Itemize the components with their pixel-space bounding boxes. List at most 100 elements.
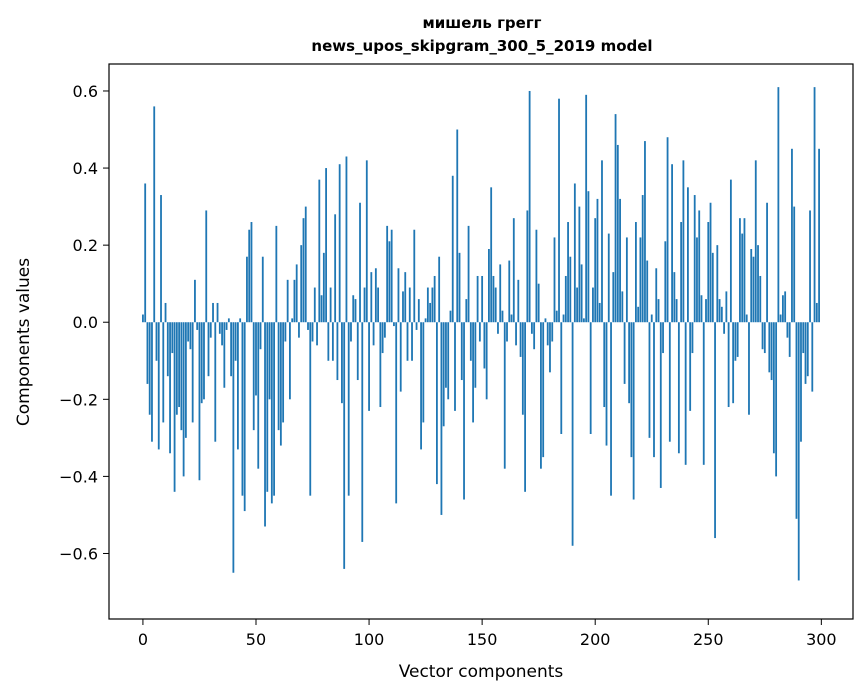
bar bbox=[368, 322, 370, 411]
y-tick-label: −0.4 bbox=[59, 467, 98, 486]
bar bbox=[619, 198, 621, 323]
bar bbox=[490, 187, 493, 323]
bar bbox=[709, 202, 712, 323]
bar bbox=[329, 287, 332, 323]
bar bbox=[175, 322, 178, 415]
bar bbox=[549, 322, 551, 373]
bar bbox=[793, 206, 796, 323]
bar bbox=[460, 322, 463, 381]
bar bbox=[433, 275, 436, 323]
bar bbox=[711, 252, 714, 323]
bar bbox=[205, 210, 208, 323]
bar bbox=[257, 322, 260, 469]
bar bbox=[630, 322, 633, 458]
bar bbox=[641, 195, 644, 323]
bar bbox=[438, 256, 441, 323]
bar bbox=[237, 322, 239, 450]
bar bbox=[515, 322, 517, 346]
bar bbox=[436, 322, 438, 485]
bar bbox=[483, 322, 486, 369]
bar bbox=[761, 322, 764, 350]
bar bbox=[230, 322, 233, 377]
bar bbox=[659, 322, 662, 488]
bar bbox=[813, 87, 816, 323]
bar bbox=[653, 322, 655, 458]
bar bbox=[542, 322, 545, 458]
bar bbox=[184, 322, 187, 438]
bar bbox=[363, 287, 366, 323]
bar bbox=[451, 175, 454, 323]
bar bbox=[555, 310, 558, 323]
bar bbox=[155, 322, 158, 361]
bar bbox=[589, 322, 592, 434]
bar bbox=[729, 179, 732, 323]
bar bbox=[327, 322, 330, 361]
bar bbox=[576, 287, 579, 323]
bar bbox=[173, 322, 176, 492]
y-tick-label: 0.4 bbox=[73, 159, 98, 178]
bar bbox=[485, 322, 488, 400]
bar bbox=[739, 218, 741, 323]
bar bbox=[169, 322, 171, 454]
bar bbox=[596, 198, 599, 323]
bar bbox=[666, 137, 669, 323]
bar bbox=[811, 322, 814, 392]
bar bbox=[598, 302, 601, 323]
bar bbox=[691, 322, 694, 354]
bar bbox=[625, 237, 628, 323]
bar bbox=[558, 98, 560, 323]
bar bbox=[553, 237, 556, 323]
x-axis-label: Vector components bbox=[399, 662, 564, 682]
bar bbox=[454, 322, 456, 411]
bar bbox=[635, 222, 637, 323]
bar bbox=[469, 322, 472, 361]
bar bbox=[632, 322, 635, 500]
bar bbox=[530, 322, 533, 334]
bar bbox=[268, 322, 271, 400]
bar bbox=[282, 322, 285, 423]
bar bbox=[766, 202, 768, 323]
bar bbox=[354, 299, 357, 323]
bar bbox=[677, 322, 680, 454]
bar bbox=[417, 299, 420, 323]
bar bbox=[684, 322, 687, 465]
bar bbox=[214, 322, 217, 442]
bar bbox=[200, 322, 203, 404]
bar bbox=[218, 322, 221, 334]
bar bbox=[472, 322, 474, 423]
bar bbox=[404, 272, 407, 323]
bar bbox=[494, 287, 497, 323]
bar bbox=[612, 272, 615, 323]
y-tick-label: 0.0 bbox=[73, 313, 98, 332]
bar bbox=[232, 322, 235, 573]
bar bbox=[261, 256, 264, 323]
bar bbox=[567, 222, 569, 323]
bar bbox=[291, 318, 294, 323]
bar bbox=[639, 237, 642, 323]
bar bbox=[818, 148, 820, 323]
bar bbox=[221, 322, 223, 346]
x-tick-label: 200 bbox=[580, 630, 611, 649]
bar bbox=[275, 225, 278, 323]
bar bbox=[264, 322, 266, 527]
bar bbox=[320, 295, 323, 323]
bar bbox=[465, 299, 468, 323]
bar bbox=[178, 322, 181, 408]
bar bbox=[426, 287, 429, 323]
bar bbox=[791, 148, 793, 323]
bar bbox=[637, 306, 640, 323]
bar bbox=[585, 94, 588, 323]
bar bbox=[696, 237, 698, 323]
bar bbox=[510, 314, 513, 323]
bar bbox=[560, 322, 563, 434]
bar bbox=[248, 229, 251, 323]
bar bbox=[223, 322, 226, 388]
bar bbox=[431, 287, 434, 323]
bar bbox=[488, 249, 490, 323]
bar bbox=[668, 322, 671, 442]
bar bbox=[300, 245, 303, 323]
bar bbox=[216, 302, 219, 323]
bar bbox=[189, 322, 192, 350]
bar bbox=[207, 322, 210, 377]
